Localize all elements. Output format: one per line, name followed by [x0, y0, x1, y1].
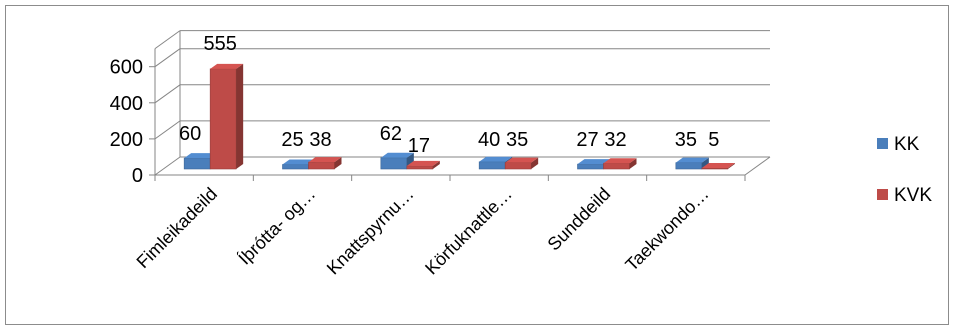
bar-kvk: [701, 167, 729, 170]
bar-top-kvk: [406, 160, 440, 166]
category-label: Fimleikadeild: [133, 184, 221, 272]
bar-side-kvk: [334, 157, 342, 169]
bar-side-kk: [701, 157, 709, 169]
data-label-kk: 25: [281, 129, 303, 151]
bar-kk: [577, 163, 604, 170]
data-label-kvk: 38: [309, 129, 331, 151]
data-label-kk: 35: [675, 129, 697, 151]
bar-top-kk: [479, 156, 513, 162]
bar-top-kk: [184, 153, 218, 159]
bar-side-kvk: [236, 63, 244, 169]
y-tick-label: 200: [110, 129, 143, 151]
bar-side-kvk: [432, 160, 440, 169]
y-tick-label: 400: [110, 93, 143, 115]
side-gridline: [154, 120, 181, 140]
bar-kk: [675, 162, 703, 170]
bar-top-kvk: [701, 163, 735, 168]
bar-top-kvk: [308, 157, 342, 163]
category-label: Körfuknattle…: [421, 184, 516, 279]
legend-label-kvk: KVK: [894, 185, 932, 206]
bar-top-kvk: [603, 158, 637, 164]
category-label: Knattspyrnu…: [323, 184, 418, 279]
category-label: Íþrótta- og…: [234, 184, 319, 269]
chart-frame: [5, 5, 949, 325]
data-label-kk: 62: [380, 123, 402, 145]
category-label: Taekwondo…: [621, 184, 712, 275]
legend-swatch-kk: [877, 138, 888, 149]
data-label-kvk: 32: [604, 129, 626, 151]
legend-label-kk: KK: [894, 134, 920, 155]
bar-top-kvk: [210, 63, 244, 69]
data-label-kk: 60: [179, 123, 201, 145]
data-label-kvk: 17: [408, 135, 430, 157]
data-label-kvk: 555: [203, 33, 236, 55]
bar-kk: [183, 157, 211, 170]
side-gridline: [154, 156, 181, 176]
bar-kvk: [209, 68, 237, 170]
bar-kk: [478, 161, 506, 170]
bar-kvk: [308, 161, 335, 170]
category-label: Sunddeild: [544, 184, 615, 255]
bar-top-kk: [675, 157, 709, 163]
data-label-kvk: 35: [506, 129, 528, 151]
side-gridline: [154, 84, 181, 104]
bar-side-kvk: [727, 163, 735, 169]
y-tick-label: 0: [132, 165, 143, 187]
bar-kvk: [603, 162, 630, 170]
bar-kk: [282, 164, 309, 170]
bar-top-kk: [380, 152, 414, 158]
side-gridline: [154, 48, 181, 68]
data-label-kk: 40: [478, 129, 500, 151]
floor-right-edge: [744, 156, 771, 176]
bar-kvk: [406, 165, 434, 170]
data-label-kvk: 5: [708, 129, 719, 151]
bar-top-kvk: [505, 157, 539, 163]
bar-side-kvk: [629, 158, 637, 169]
bar-top-kk: [577, 159, 611, 165]
bar-top-kk: [282, 159, 316, 165]
bar-kvk: [504, 162, 532, 170]
bar-kk: [380, 157, 408, 170]
legend-swatch-kvk: [877, 189, 888, 200]
side-gridline-top: [154, 30, 181, 50]
y-tick-label: 600: [110, 57, 143, 79]
data-label-kk: 27: [576, 129, 598, 151]
bar-side-kvk: [531, 157, 539, 169]
